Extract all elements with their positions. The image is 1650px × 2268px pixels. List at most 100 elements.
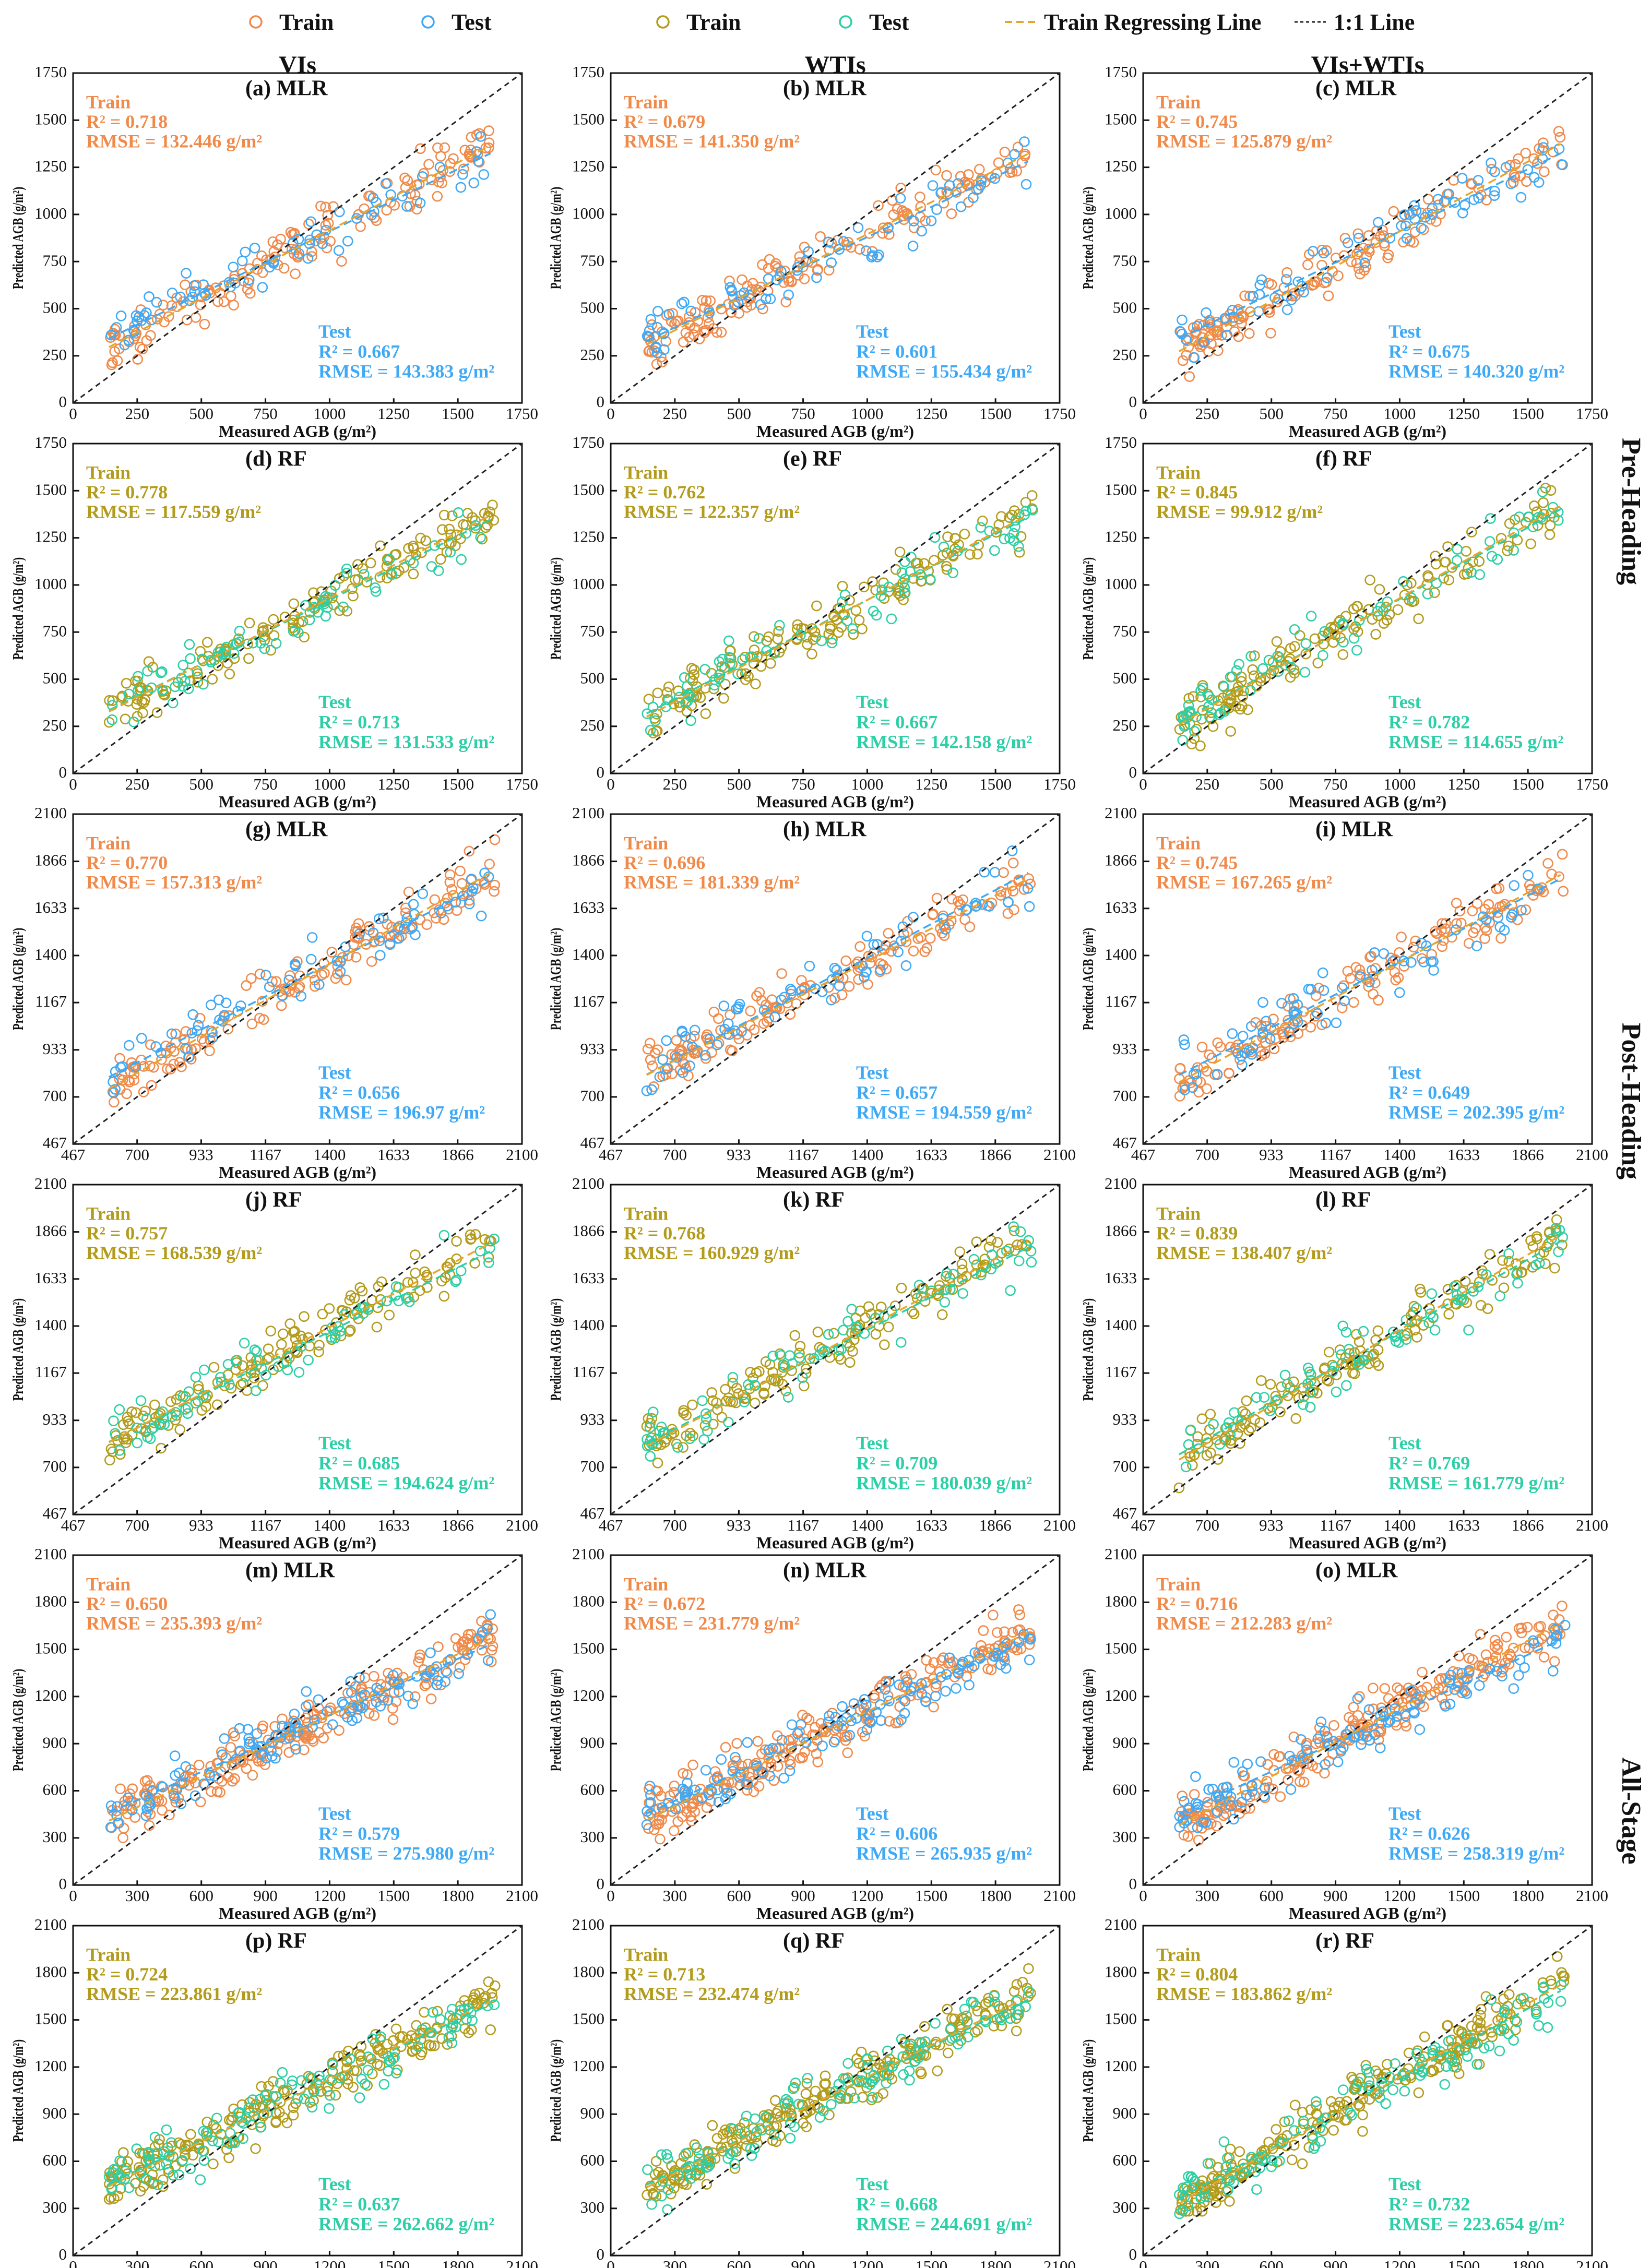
x-tick-label: 600 [1259,1887,1283,1905]
train-label: Train [624,833,668,854]
y-tick-label: 900 [43,1733,67,1751]
train-point [436,177,447,188]
train-point [733,308,744,319]
x-tick-label: 933 [1259,1516,1283,1534]
test-point [1494,1291,1505,1302]
y-tick-label: 1167 [35,1363,67,1381]
test-point [852,222,864,233]
y-tick-label: 0 [58,2245,67,2263]
train-point [980,1998,991,2009]
train-point [368,1670,379,1682]
test-point [433,565,444,576]
test-point [386,569,398,580]
test-point [293,1367,305,1378]
train-label: Train [1156,462,1201,483]
test-label: Test [1388,691,1421,712]
train-point [978,1625,989,1636]
train-point [1538,1652,1550,1663]
train-point [699,327,710,338]
x-tick-label: 500 [189,775,213,793]
test-point [175,1798,187,1809]
panel-n: 0030030060060090090012001200150015001800… [548,1545,1076,1923]
train-point [115,1783,126,1795]
test-point [1317,650,1328,661]
test-point [804,960,815,972]
train-point [857,623,868,635]
legend-marker [249,15,263,29]
train-r2: R² = 0.745 [1156,852,1238,873]
scatter-points [642,136,1032,370]
x-tick-label: 1500 [915,2257,947,2268]
x-tick-label: 700 [662,1145,686,1164]
y-tick-label: 750 [43,251,67,269]
train-r2: R² = 0.845 [1156,482,1238,503]
train-r2: R² = 0.768 [624,1223,705,1244]
y-tick-label: 250 [43,345,67,364]
train-label: Train [1156,1574,1201,1595]
test-point [293,248,305,259]
test-point [1513,1670,1524,1681]
train-point [793,269,804,281]
test-point [1414,1724,1426,1735]
test-point [791,265,803,276]
y-tick-label: 1866 [34,1222,67,1240]
test-point [907,241,919,252]
train-point [340,974,352,986]
train-point [438,509,450,521]
y-tick-label: 1633 [1105,1269,1137,1287]
y-tick-label: 300 [43,2198,67,2216]
x-tick-label: 300 [663,2257,687,2268]
train-point [1461,546,1471,557]
test-point [689,1024,701,1036]
train-point [644,1037,656,1049]
test-point [341,567,352,579]
x-tick-label: 700 [125,1516,149,1534]
test-point [697,1395,708,1406]
train-rmse: RMSE = 138.407 g/m² [1156,1243,1332,1263]
test-point [823,236,834,247]
test-point [866,252,877,262]
x-axis-label: Measured AGB (g/m²) [1289,1163,1446,1181]
train-point [174,1424,186,1435]
plot-frame [73,73,522,403]
test-r2: R² = 0.685 [318,1452,400,1473]
test-point [1409,200,1420,211]
train-point [1007,857,1019,869]
panel-h: 4674677007009339331167116714001400163316… [548,804,1076,1181]
x-tick-label: 1633 [915,1516,947,1534]
x-tick-label: 1000 [313,775,346,793]
train-rmse: RMSE = 132.446 g/m² [86,131,262,152]
test-point [234,626,245,637]
test-label: Test [856,1062,889,1083]
test-point [1378,948,1390,959]
train-point [704,318,715,329]
x-tick-label: 250 [663,775,687,793]
train-point [390,568,402,579]
train-point [446,510,458,521]
y-tick-label: 467 [1113,1504,1137,1522]
test-point [1432,194,1444,205]
train-point [1311,277,1322,288]
x-axis-label: Measured AGB (g/m²) [219,1533,376,1552]
test-point [1308,246,1319,257]
train-point [303,218,314,230]
test-rmse: RMSE = 262.662 g/m² [318,2214,494,2235]
panel-o: 0030030060060090090012001200150015001800… [1080,1545,1608,1923]
train-point [786,276,797,288]
train-point [425,1693,437,1704]
x-tick-label: 750 [1323,775,1347,793]
train-point [1388,206,1399,217]
x-axis-label: Measured AGB (g/m²) [1289,1533,1446,1552]
test-rmse: RMSE = 114.655 g/m² [1388,732,1563,753]
train-point [1467,556,1479,567]
test-point [1019,136,1030,147]
x-tick-label: 1633 [377,1516,410,1534]
test-point [1228,1757,1240,1768]
train-point [241,1385,253,1396]
y-tick-label: 1800 [1105,1592,1137,1610]
x-tick-label: 1200 [1383,1887,1416,1905]
train-point [208,2158,219,2169]
legend-label: Train Regressing Line [1044,9,1261,35]
train-point [1193,1087,1204,1098]
train-point [485,2024,496,2035]
